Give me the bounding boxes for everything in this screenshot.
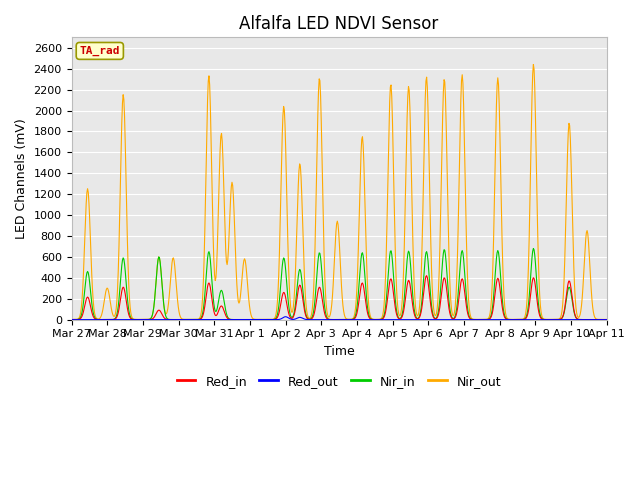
X-axis label: Time: Time [324,345,355,358]
Title: Alfalfa LED NDVI Sensor: Alfalfa LED NDVI Sensor [239,15,438,33]
Text: TA_rad: TA_rad [79,46,120,56]
Y-axis label: LED Channels (mV): LED Channels (mV) [15,118,28,239]
Legend: Red_in, Red_out, Nir_in, Nir_out: Red_in, Red_out, Nir_in, Nir_out [172,370,507,393]
